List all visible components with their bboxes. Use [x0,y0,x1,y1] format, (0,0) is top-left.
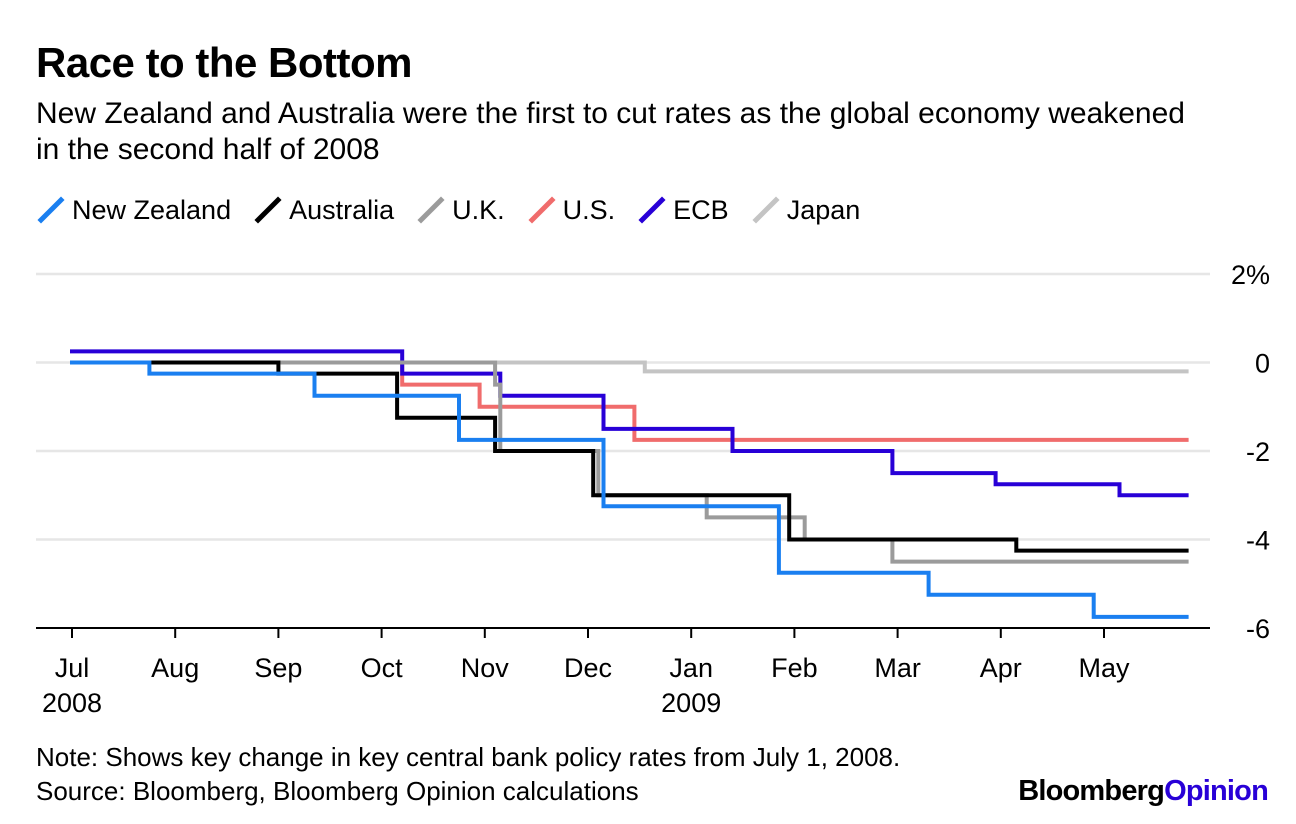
brand-logo-primary: Bloomberg [1018,775,1165,807]
y-tick-label: -2 [1246,437,1270,467]
legend-swatch-icon [417,196,445,224]
legend-swatch-icon [37,196,65,224]
y-tick-label: -4 [1246,526,1270,556]
legend-swatch-icon [254,196,282,224]
x-tick-label: Dec [564,653,612,683]
x-tick-label: Jan [669,653,713,683]
chart-title: Race to the Bottom [36,39,413,86]
legend-label: New Zealand [72,194,232,225]
series-line-u-k [70,360,1189,564]
legend-item-u-s: U.S. [527,194,616,226]
legend-item-australia: Australia [253,195,394,226]
x-year-label: 2008 [42,688,102,718]
series-layer [70,349,1189,619]
brand-logo-secondary: Opinion [1164,775,1269,807]
axis-layer: 2% 0 -2 -4 -6 Jul Aug Sep Oct Nov Dec Jan Feb Mar Apr M… [36,260,1270,718]
legend-swatch-icon [752,196,780,224]
footer-note: Note: Shows key change in key central ba… [36,742,901,772]
brand-logo: BloombergOpinion [1018,774,1269,808]
x-tick-label: Jul [55,653,90,683]
y-tick-label: 2% [1231,260,1270,290]
series-line-ecb [70,349,1189,498]
series-line-australia [70,360,1189,553]
x-tick-label: Mar [874,653,921,683]
legend-label: ECB [673,194,729,225]
chart-subtitle: New Zealand and Australia were the first… [36,97,1185,166]
legend-swatch-icon [528,196,556,224]
y-tick-label: -6 [1246,614,1270,644]
x-tick-label: Feb [771,653,818,683]
legend-item-japan: Japan [751,194,861,226]
footer-source: Source: Bloomberg, Bloomberg Opinion cal… [36,776,639,806]
x-tick-label: Oct [361,653,404,683]
x-tick-label: Sep [254,653,302,683]
legend: New Zealand Australia U.K. U.S. ECB Japan [36,192,882,228]
x-year-label: 2009 [661,688,721,718]
legend-item-u-k: U.K. [416,195,505,226]
legend-label: U.K. [452,194,505,225]
legend-swatch-icon [638,196,666,224]
y-tick-label: 0 [1255,349,1270,379]
legend-label: Japan [786,194,861,225]
x-tick-label: Aug [151,653,199,683]
legend-label: U.S. [562,194,616,225]
legend-item-ecb: ECB [637,195,729,226]
x-tick-label: May [1078,653,1130,683]
series-line-new-zealand [70,360,1189,619]
legend-item-new-zealand: New Zealand [36,195,231,226]
x-tick-label: Apr [980,653,1022,683]
legend-label: Australia [289,194,395,225]
x-tick-label: Nov [461,653,510,683]
